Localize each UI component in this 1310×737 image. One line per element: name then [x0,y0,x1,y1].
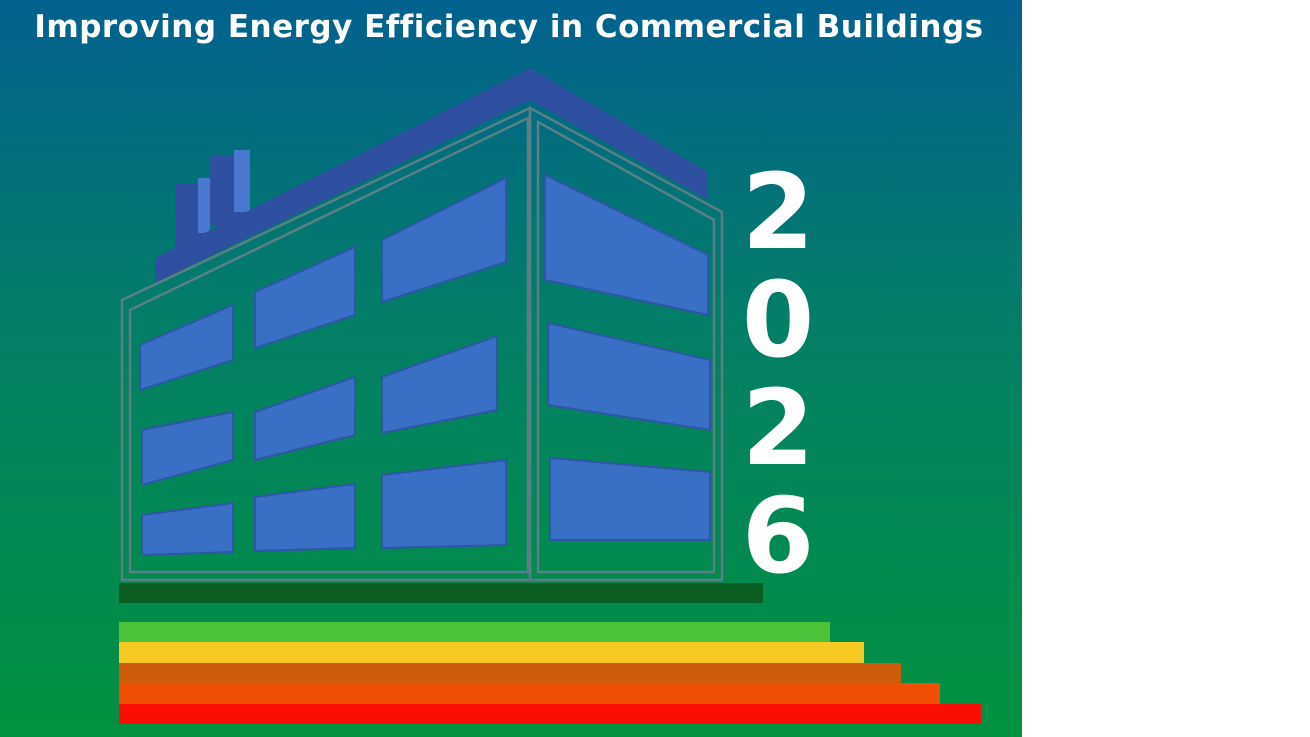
window [381,334,498,435]
energy-bar [119,622,830,642]
window [254,245,356,350]
roof [155,68,708,283]
year-digit: 2 [742,151,814,273]
building [120,68,724,582]
year-digit: 0 [742,259,814,381]
energy-bar [119,583,763,603]
window [381,176,507,304]
window [141,410,234,487]
chimney [198,178,210,233]
energy-bar [119,663,901,683]
chimney [234,150,250,212]
energy-bar [119,704,981,724]
year-digit: 6 [742,475,814,597]
window [139,303,234,392]
window [547,321,711,432]
window [544,173,709,317]
left-face-inner [128,116,530,574]
title: Improving Energy Efficiency in Commercia… [34,9,983,45]
window [381,458,507,550]
window [141,501,234,557]
window [549,456,711,541]
window [254,482,356,553]
window [254,375,356,462]
energy-bar [119,683,940,704]
energy-bars [119,583,981,724]
energy-bar [119,642,864,663]
right-face [528,105,724,582]
year-digit: 2 [742,367,814,489]
right-face-inner [536,119,716,574]
